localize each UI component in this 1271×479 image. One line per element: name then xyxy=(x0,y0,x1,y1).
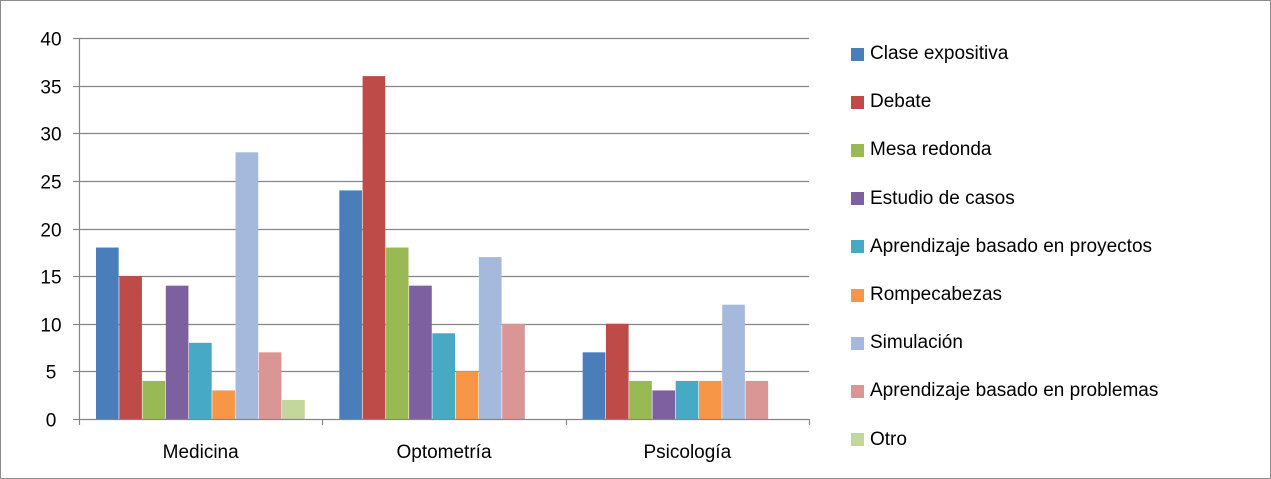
bar xyxy=(362,76,386,419)
bar xyxy=(745,380,769,419)
legend-label: Debate xyxy=(870,91,932,113)
bar-chart: 0 5 10 15 20 25 30 35 40 Medicina Optometría Psicol… xyxy=(40,30,811,464)
legend: Clase expositiva Debate Mesa redonda Estudi… xyxy=(851,31,1261,461)
legend-swatch xyxy=(851,433,864,447)
legend-item: Estudio de casos xyxy=(851,186,1015,212)
bar xyxy=(212,390,235,419)
x-tick-label: Psicología xyxy=(643,442,731,463)
bar xyxy=(675,380,699,419)
legend-label: Mesa redonda xyxy=(870,139,992,161)
y-tick-label: 30 xyxy=(40,125,61,146)
bar xyxy=(165,285,189,419)
bars xyxy=(96,76,769,420)
bar xyxy=(455,371,479,420)
legend-item: Otro xyxy=(851,427,907,453)
bar xyxy=(432,333,456,419)
bar xyxy=(339,190,362,419)
bar xyxy=(235,152,259,420)
y-tick-label: 40 xyxy=(40,30,61,51)
bar xyxy=(142,380,166,419)
y-tick-label: 10 xyxy=(40,316,61,337)
bar xyxy=(478,257,502,419)
bar xyxy=(409,285,432,419)
axes xyxy=(73,37,811,425)
legend-swatch xyxy=(851,240,864,254)
legend-label: Rompecabezas xyxy=(870,284,1003,305)
legend-label: Estudio de casos xyxy=(870,187,1015,209)
legend-swatch xyxy=(851,143,864,157)
legend-item: Aprendizaje basado en proyectos xyxy=(851,234,1152,260)
bar xyxy=(189,342,212,419)
bar xyxy=(119,276,142,420)
bar xyxy=(605,323,629,419)
bar xyxy=(96,247,119,419)
x-tick-label: Medicina xyxy=(163,442,239,463)
legend-label: Otro xyxy=(870,428,907,450)
legend-swatch xyxy=(851,288,864,302)
legend-swatch xyxy=(851,192,864,206)
bar xyxy=(629,380,652,419)
legend-item: Aprendizaje basado en problemas xyxy=(851,378,1158,404)
legend-label: Clase expositiva xyxy=(870,43,1009,64)
legend-item: Simulación xyxy=(851,330,963,356)
legend-item: Rompecabezas xyxy=(851,282,1002,308)
bar xyxy=(722,304,745,419)
legend-label: Simulación xyxy=(870,332,963,354)
bar xyxy=(698,380,722,419)
y-tick-label: 5 xyxy=(46,363,57,384)
bar xyxy=(502,323,525,419)
legend-label: Aprendizaje basado en problemas xyxy=(870,380,1159,402)
bar xyxy=(652,390,676,419)
legend-swatch xyxy=(851,384,864,398)
legend-label: Aprendizaje basado en proyectos xyxy=(870,235,1153,257)
legend-item: Mesa redonda xyxy=(851,137,991,163)
bar xyxy=(582,352,606,419)
legend-item: Clase expositiva xyxy=(851,41,1008,67)
y-tick-label: 25 xyxy=(40,173,61,194)
y-tick-label: 0 xyxy=(46,411,57,432)
y-tick-label: 35 xyxy=(40,78,61,99)
axis-labels: 0 5 10 15 20 25 30 35 40 Medicina Optometría Psicol… xyxy=(40,30,731,464)
legend-swatch xyxy=(851,336,864,350)
bar xyxy=(282,399,305,419)
y-tick-label: 20 xyxy=(40,221,61,242)
gridlines xyxy=(79,37,809,373)
y-tick-label: 15 xyxy=(40,268,61,289)
legend-swatch xyxy=(851,47,864,61)
x-tick-label: Optometría xyxy=(396,442,491,463)
legend-swatch xyxy=(851,95,864,109)
legend-item: Debate xyxy=(851,89,931,115)
bar xyxy=(385,247,409,419)
bar xyxy=(258,352,282,419)
